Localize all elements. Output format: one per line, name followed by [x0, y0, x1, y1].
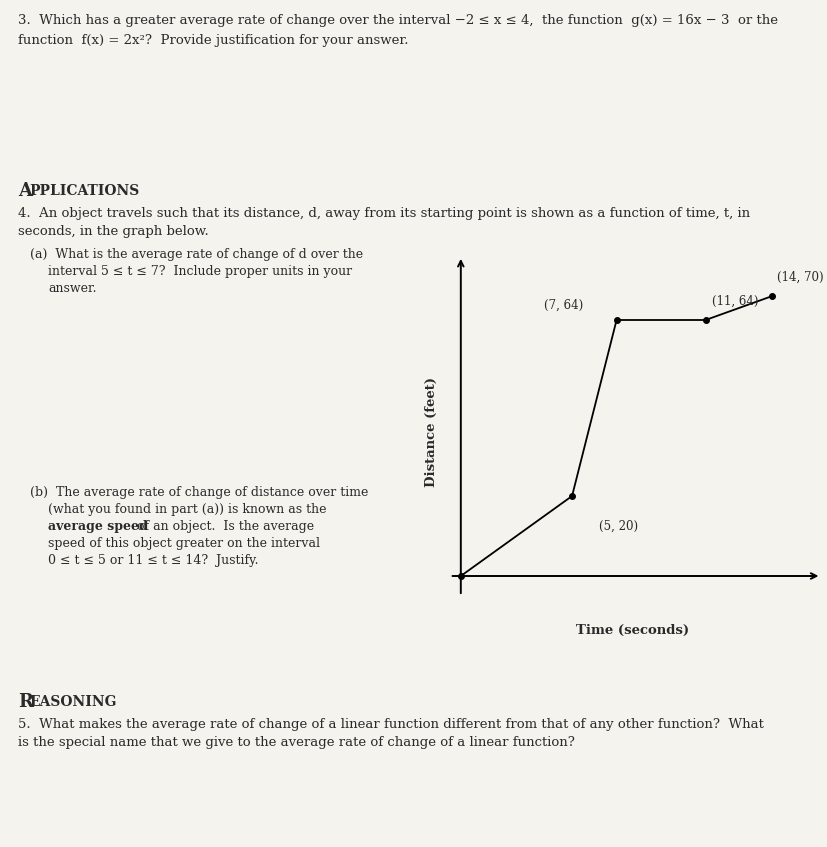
Text: (14, 70): (14, 70): [776, 271, 822, 284]
Text: (5, 20): (5, 20): [598, 520, 637, 533]
Text: answer.: answer.: [48, 282, 97, 295]
Text: R: R: [18, 693, 33, 711]
Text: function  f(x) = 2x²?  Provide justification for your answer.: function f(x) = 2x²? Provide justificati…: [18, 34, 408, 47]
Text: (b)  The average rate of change of distance over time: (b) The average rate of change of distan…: [30, 486, 368, 499]
Text: of an object.  Is the average: of an object. Is the average: [133, 520, 313, 533]
Text: Distance (feet): Distance (feet): [425, 377, 437, 487]
Text: seconds, in the graph below.: seconds, in the graph below.: [18, 225, 208, 238]
Text: 0 ≤ t ≤ 5 or 11 ≤ t ≤ 14?  Justify.: 0 ≤ t ≤ 5 or 11 ≤ t ≤ 14? Justify.: [48, 554, 258, 567]
Text: (7, 64): (7, 64): [543, 299, 582, 312]
Text: 3.  Which has a greater average rate of change over the interval −2 ≤ x ≤ 4,  th: 3. Which has a greater average rate of c…: [18, 14, 777, 27]
Text: (a)  What is the average rate of change of d over the: (a) What is the average rate of change o…: [30, 248, 363, 261]
Text: (11, 64): (11, 64): [711, 295, 758, 308]
Text: EASONING: EASONING: [29, 695, 117, 709]
Text: 5.  What makes the average rate of change of a linear function different from th: 5. What makes the average rate of change…: [18, 718, 763, 731]
Text: PPLICATIONS: PPLICATIONS: [29, 184, 139, 198]
Text: interval 5 ≤ t ≤ 7?  Include proper units in your: interval 5 ≤ t ≤ 7? Include proper units…: [48, 265, 351, 278]
Text: average speed: average speed: [48, 520, 147, 533]
Text: (what you found in part (a)) is known as the: (what you found in part (a)) is known as…: [48, 503, 326, 516]
Text: Time (seconds): Time (seconds): [575, 624, 688, 637]
Text: is the special name that we give to the average rate of change of a linear funct: is the special name that we give to the …: [18, 736, 574, 749]
Text: speed of this object greater on the interval: speed of this object greater on the inte…: [48, 537, 319, 550]
Text: 4.  An object travels such that its distance, d, away from its starting point is: 4. An object travels such that its dista…: [18, 207, 749, 220]
Text: A: A: [18, 182, 32, 200]
